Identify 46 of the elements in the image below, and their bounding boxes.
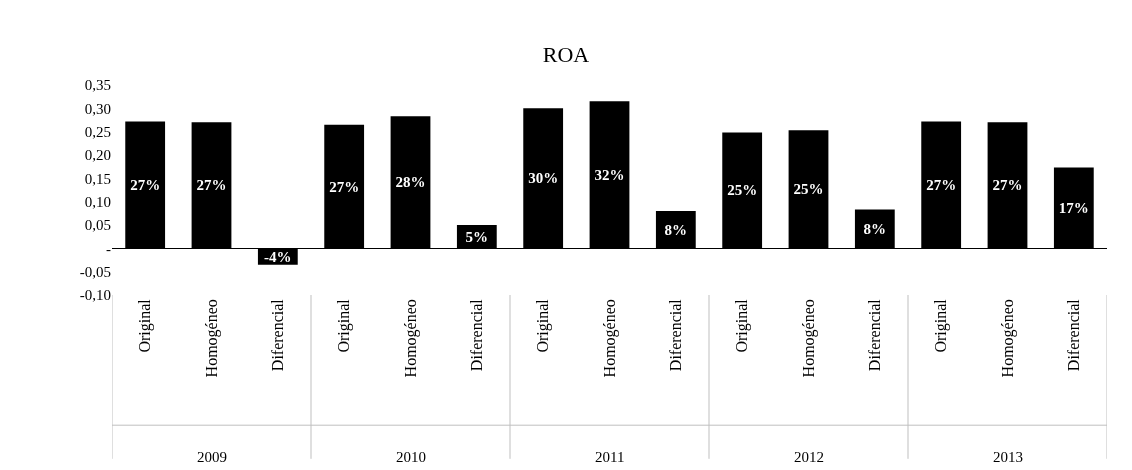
data-label: 25% xyxy=(727,182,758,199)
x-tick-label: Original xyxy=(335,298,354,353)
y-tick-label: -0,10 xyxy=(79,287,111,304)
data-label: 32% xyxy=(594,166,625,183)
data-label: 25% xyxy=(793,181,824,198)
x-tick-label: Homogéneo xyxy=(998,299,1017,378)
data-label: 27% xyxy=(130,176,161,193)
text: 2011 xyxy=(595,449,625,465)
x-tick-label: Original xyxy=(932,298,951,353)
y-tick-label: -0,05 xyxy=(79,263,111,280)
x-tick-label: Homogéneo xyxy=(799,299,818,378)
chart-title: ROA xyxy=(542,42,590,68)
y-tick-label: 0,10 xyxy=(84,193,111,210)
data-label: -4% xyxy=(264,248,292,265)
data-label: 27% xyxy=(992,177,1023,194)
x-tick-label: Original xyxy=(136,298,155,353)
text: 2013 xyxy=(993,449,1023,465)
y-tick-label: 0,30 xyxy=(84,100,111,117)
data-label: 30% xyxy=(528,170,559,187)
data-label: 17% xyxy=(1058,199,1089,216)
text: 2010 xyxy=(396,449,426,465)
x-tick-label: Original xyxy=(733,298,752,353)
data-label: 5% xyxy=(465,228,489,245)
data-label: 8% xyxy=(664,221,688,238)
y-tick-label: 0,25 xyxy=(84,123,111,140)
y-tick-label: 0,05 xyxy=(84,217,111,234)
data-label: 8% xyxy=(863,220,887,237)
y-tick-label: 0,20 xyxy=(84,147,111,164)
data-label: 27% xyxy=(926,176,957,193)
x-tick-label: Homogéneo xyxy=(202,299,221,378)
data-label: 27% xyxy=(329,178,360,195)
x-tick-label: Diferencial xyxy=(1065,298,1083,372)
y-tick-label: - xyxy=(106,240,111,257)
x-tick-label: Diferencial xyxy=(866,298,884,372)
y-tick-label: 0,35 xyxy=(84,77,111,94)
text: 2012 xyxy=(794,449,824,465)
y-tick-label: 0,15 xyxy=(84,170,111,187)
x-tick-label: Diferencial xyxy=(269,298,287,372)
text: 2009 xyxy=(197,449,227,465)
x-tick-label: Diferencial xyxy=(468,298,486,372)
data-label: 27% xyxy=(196,177,227,194)
data-label: 28% xyxy=(395,174,426,191)
x-tick-label: Homogéneo xyxy=(600,299,619,378)
x-tick-label: Original xyxy=(534,298,553,353)
x-tick-label: Diferencial xyxy=(667,298,685,372)
x-tick-label: Homogéneo xyxy=(401,299,420,378)
